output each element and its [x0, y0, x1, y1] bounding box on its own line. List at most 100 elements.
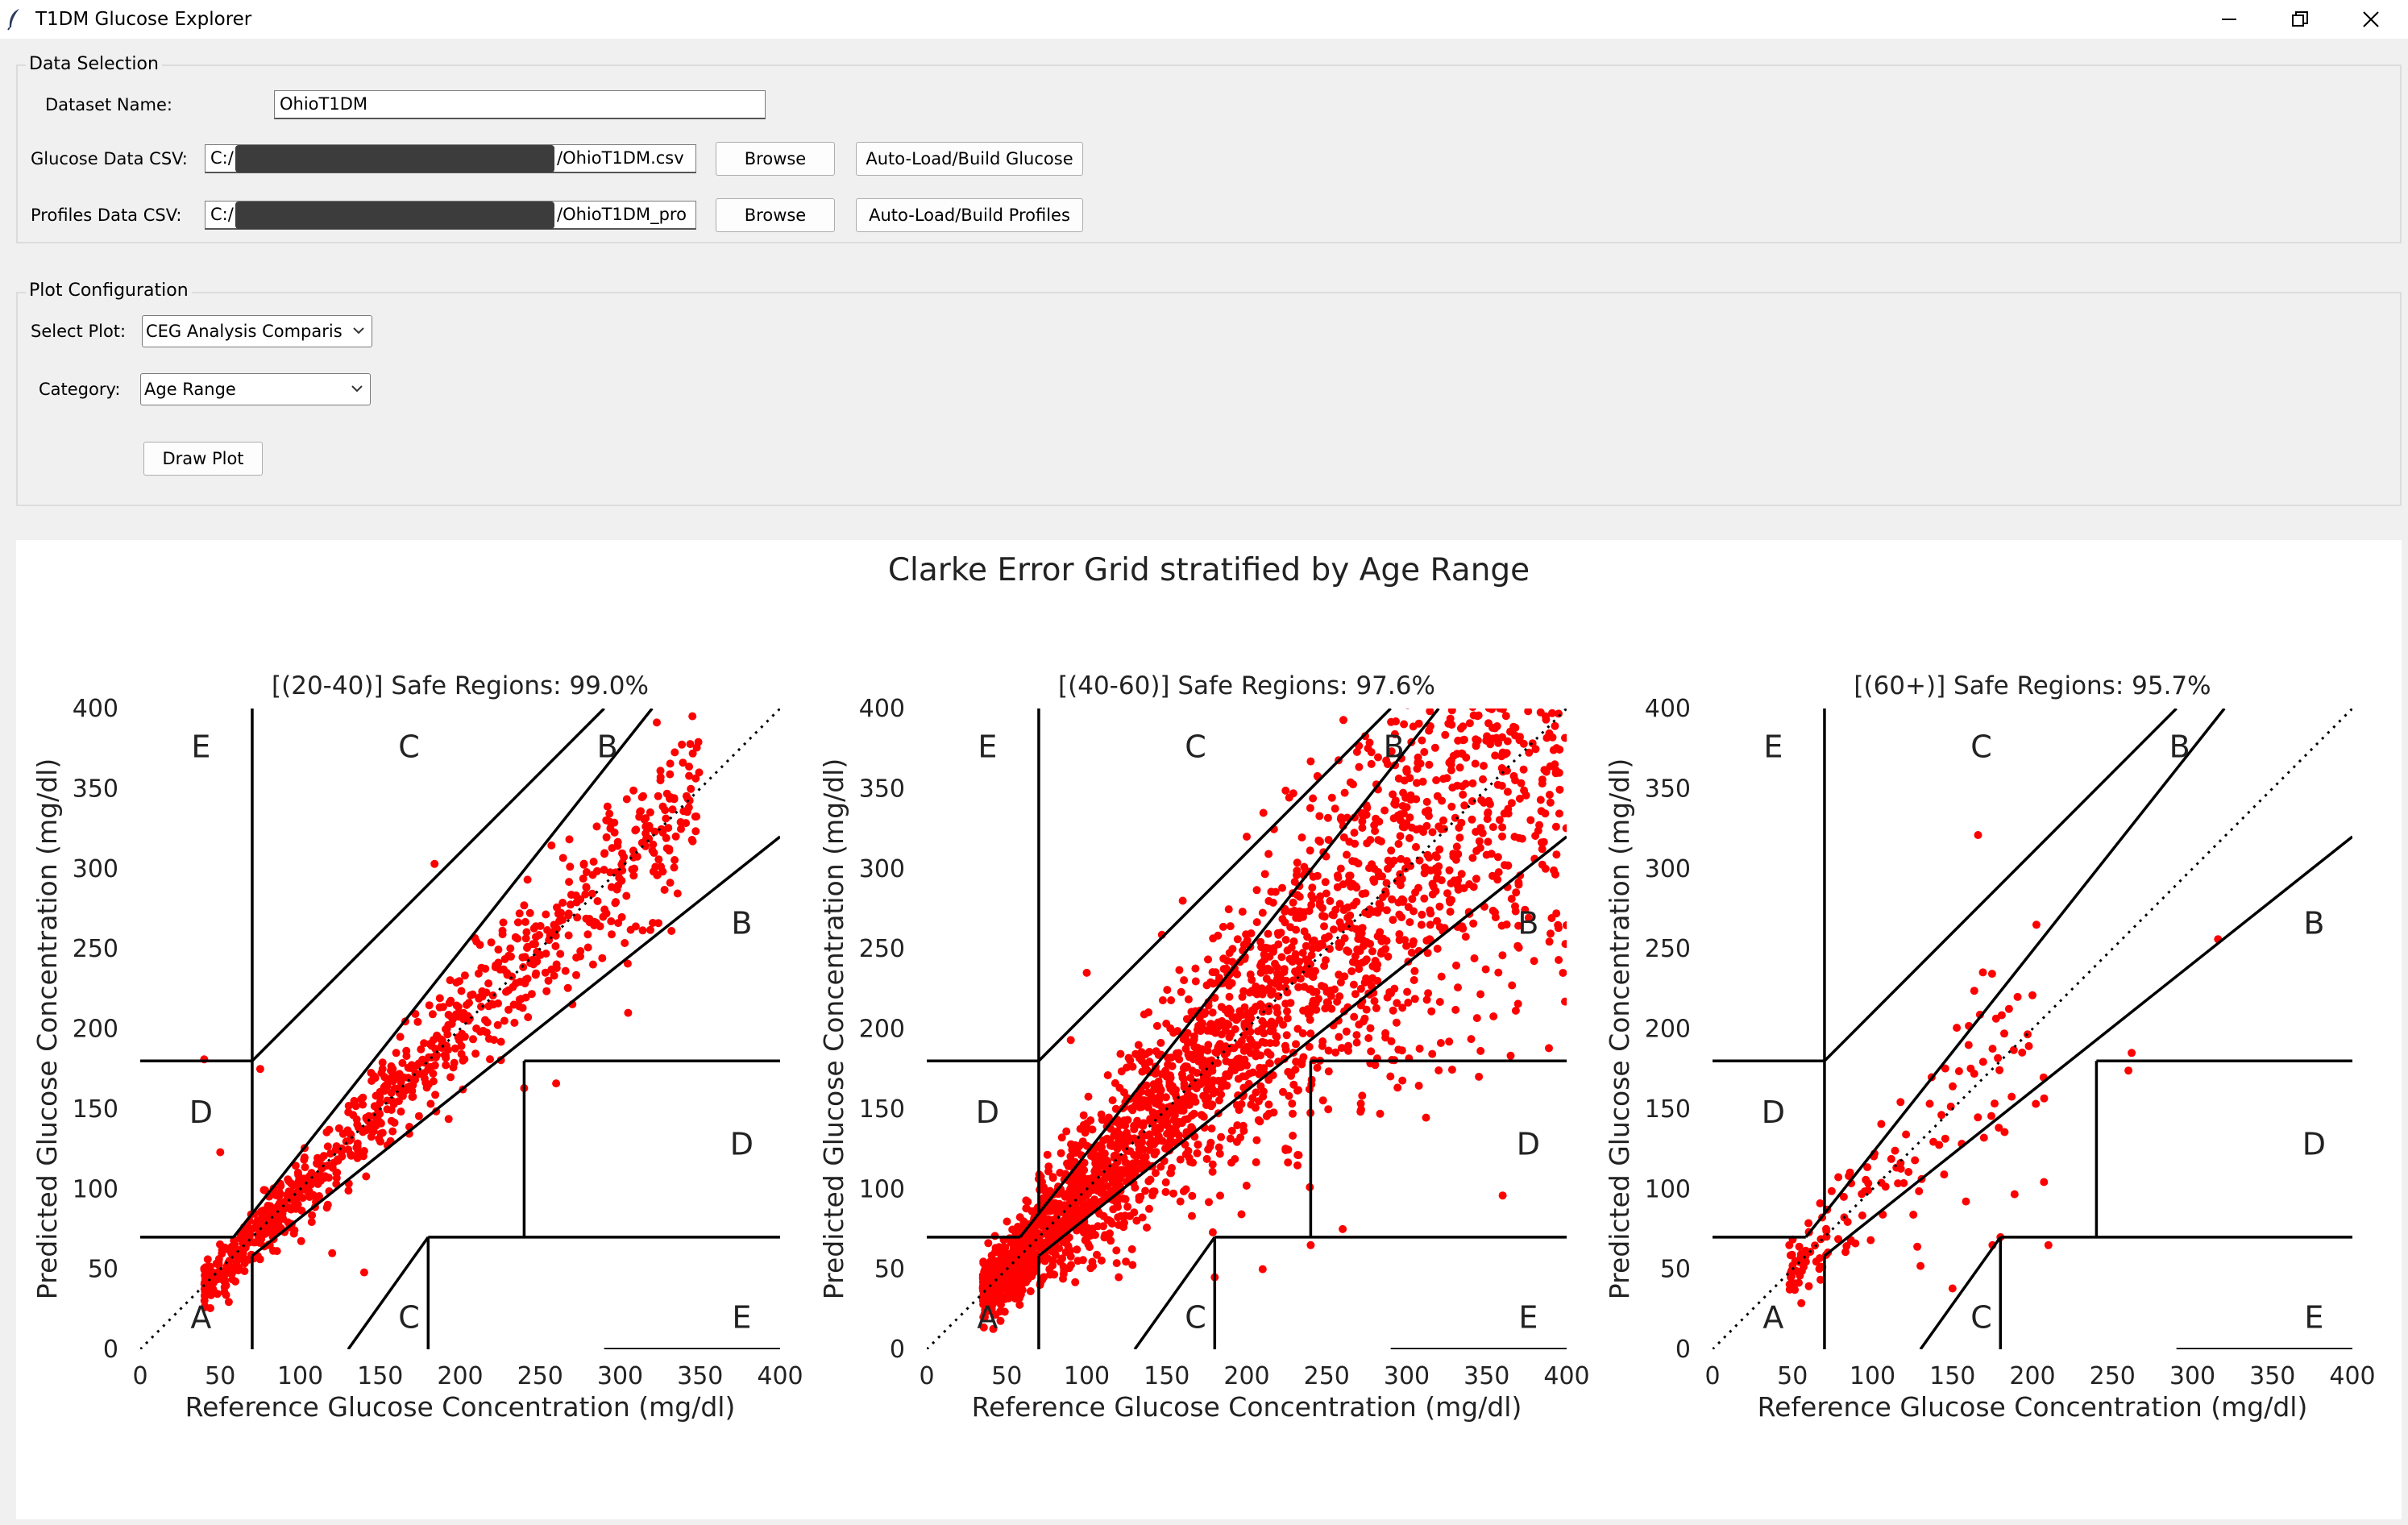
data-point — [1551, 599, 1559, 607]
data-point — [1533, 663, 1541, 671]
data-point — [1203, 1026, 1212, 1035]
zone-label: D — [1762, 1095, 1785, 1130]
data-point — [301, 1163, 309, 1172]
data-point — [1475, 1072, 1484, 1081]
data-point — [1480, 661, 1488, 669]
data-point — [1970, 987, 1978, 995]
data-point — [1090, 1149, 1098, 1157]
browse-profiles-button[interactable]: Browse — [716, 198, 835, 232]
data-point — [1329, 925, 1338, 934]
data-point — [203, 1255, 212, 1264]
data-point — [1526, 672, 1534, 680]
data-point — [1305, 1042, 1314, 1051]
browse-glucose-button[interactable]: Browse — [716, 142, 835, 176]
select-plot-combobox[interactable]: CEG Analysis Comparis — [142, 315, 372, 347]
data-point — [1297, 833, 1306, 841]
data-point — [337, 1148, 346, 1157]
data-point — [1051, 1225, 1060, 1234]
data-point — [1541, 620, 1549, 628]
data-point — [1473, 664, 1481, 672]
data-point — [1399, 896, 1408, 904]
data-point — [1466, 630, 1474, 638]
data-point — [1277, 953, 1286, 962]
data-point — [1176, 1155, 1185, 1164]
data-point — [1294, 983, 1303, 991]
figure-title: Clarke Error Grid stratified by Age Rang… — [888, 552, 1530, 588]
data-point — [1395, 930, 1404, 938]
y-tick-label: 400 — [73, 695, 118, 723]
data-point — [239, 1245, 247, 1253]
close-button[interactable] — [2335, 0, 2406, 39]
data-point — [1528, 739, 1537, 748]
data-point — [499, 918, 508, 927]
data-point — [391, 1084, 399, 1093]
dataset-name-input[interactable]: OhioT1DM — [274, 90, 766, 119]
data-point — [1363, 804, 1372, 812]
data-point — [1533, 597, 1541, 605]
data-point — [1153, 1124, 1162, 1132]
data-point — [656, 776, 665, 785]
data-point — [1407, 948, 1416, 957]
data-point — [377, 1069, 386, 1078]
data-point — [388, 1127, 397, 1136]
data-point — [1974, 831, 1982, 839]
data-point — [541, 968, 550, 977]
x-tick-label: 100 — [277, 1362, 323, 1390]
data-point — [1003, 1217, 1011, 1226]
data-point — [1134, 1041, 1143, 1049]
data-point — [1382, 906, 1391, 915]
data-point — [1342, 1027, 1351, 1036]
data-point — [506, 944, 515, 953]
restore-button[interactable] — [2265, 0, 2335, 39]
data-point — [289, 1229, 298, 1238]
category-combobox[interactable]: Age Range — [140, 373, 371, 405]
data-point — [1537, 689, 1545, 697]
data-point — [1097, 1256, 1106, 1265]
data-point — [572, 898, 581, 907]
autoload-glucose-button[interactable]: Auto-Load/Build Glucose — [856, 142, 1083, 176]
data-point — [1948, 1284, 1957, 1293]
data-point — [1384, 864, 1392, 873]
data-point — [255, 1065, 264, 1074]
y-tick-label: 0 — [1675, 1336, 1691, 1364]
data-point — [1896, 1165, 1905, 1173]
data-point — [1108, 1096, 1117, 1105]
draw-plot-button[interactable]: Draw Plot — [143, 442, 263, 476]
data-point — [444, 1115, 453, 1124]
data-point — [1538, 562, 1546, 570]
data-point — [1187, 1008, 1196, 1016]
autoload-profiles-button[interactable]: Auto-Load/Build Profiles — [856, 198, 1083, 232]
data-point — [504, 1005, 513, 1014]
data-point — [344, 1102, 353, 1110]
minimize-button[interactable] — [2194, 0, 2265, 39]
data-point — [1382, 937, 1391, 945]
data-point — [413, 1017, 422, 1026]
data-point — [424, 1080, 433, 1089]
data-point — [503, 969, 512, 978]
data-point — [1281, 786, 1290, 795]
data-point — [504, 951, 513, 960]
zone-label: E — [191, 729, 210, 765]
data-point — [1279, 1087, 1287, 1096]
data-point — [1538, 588, 1547, 596]
data-point — [998, 1285, 1007, 1293]
data-point — [1469, 711, 1478, 720]
data-point — [436, 1035, 445, 1044]
data-point — [1052, 1214, 1061, 1223]
data-point — [572, 970, 580, 979]
data-point — [1461, 933, 1470, 941]
data-point — [666, 759, 675, 768]
data-point — [1339, 716, 1347, 725]
data-point — [1243, 936, 1252, 945]
data-point — [1050, 1270, 1059, 1279]
y-tick-label: 200 — [1645, 1016, 1691, 1044]
data-point — [1073, 1257, 1082, 1265]
data-point — [1522, 644, 1530, 652]
data-point — [1493, 853, 1502, 862]
data-point — [1015, 1249, 1024, 1258]
data-point — [1107, 1141, 1116, 1150]
y-tick-label: 200 — [859, 1016, 905, 1044]
data-point — [1308, 944, 1317, 953]
chevron-down-icon — [351, 385, 363, 393]
data-point — [231, 1277, 240, 1286]
